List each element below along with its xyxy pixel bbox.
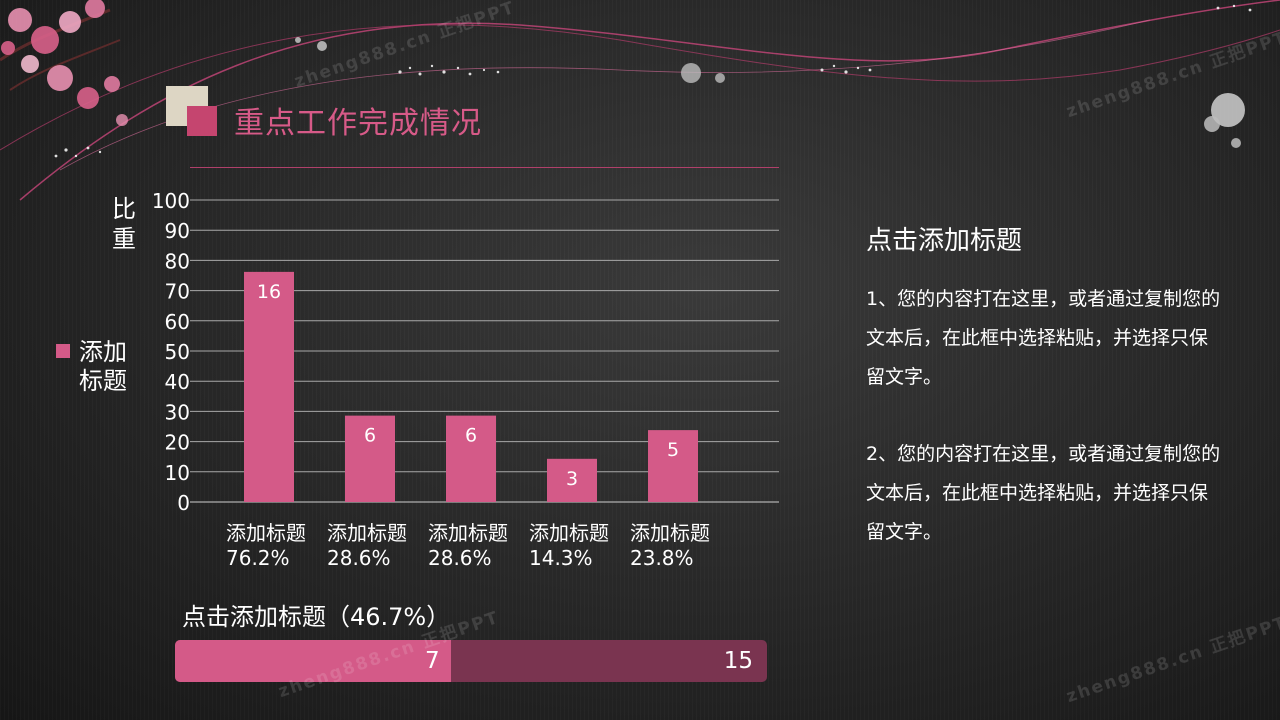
data-label: 5 [667, 439, 679, 461]
text-panel: 点击添加标题 1、您的内容打在这里，或者通过复制您的文本后，在此框中选择粘贴，并… [866, 222, 1226, 590]
bubble [1211, 93, 1245, 127]
y-tick-label: 80 [165, 249, 190, 273]
y-tick-label: 90 [165, 219, 190, 243]
y-tick-label: 70 [165, 280, 190, 304]
panel-paragraph-1: 1、您的内容打在这里，或者通过复制您的文本后，在此框中选择粘贴，并选择只保留文字… [866, 288, 1221, 388]
y-tick-label: 40 [165, 370, 190, 394]
bubble [295, 37, 301, 43]
swirl-line [59, 19, 1151, 171]
y-tick-label: 0 [177, 491, 190, 515]
x-tick-label: 添加标题 [226, 521, 306, 545]
progress-track: 7 15 [175, 640, 767, 682]
progress-total: 15 [723, 648, 753, 674]
progress-value: 7 [425, 648, 440, 674]
y-tick-label: 20 [165, 431, 190, 455]
y-tick-label: 50 [165, 340, 190, 364]
y-tick-label: 100 [152, 189, 190, 213]
x-tick-label-percent: 23.8% [630, 546, 694, 570]
bar [244, 271, 294, 502]
y-tick-label: 10 [165, 461, 190, 485]
bar [345, 415, 395, 502]
swirl-line [19, 0, 1280, 201]
panel-title: 点击添加标题 [866, 226, 1023, 256]
bar [648, 430, 698, 502]
bar [547, 458, 597, 502]
bubble [317, 41, 327, 51]
y-axis-label: 比重 [112, 195, 136, 253]
x-tick-label: 添加标题 [428, 521, 508, 545]
bubble [715, 73, 725, 83]
bubble [1231, 138, 1241, 148]
x-tick-label: 添加标题 [630, 521, 710, 545]
legend-label: 添加标题 [79, 338, 127, 395]
y-tick-label: 60 [165, 310, 190, 334]
page-title: 重点工作完成情况 [234, 106, 482, 141]
x-tick-label-percent: 28.6% [428, 546, 492, 570]
data-label: 3 [566, 468, 578, 490]
x-tick-label-percent: 28.6% [327, 546, 391, 570]
panel-paragraph-2: 2、您的内容打在这里，或者通过复制您的文本后，在此框中选择粘贴，并选择只保留文字… [866, 443, 1221, 543]
data-label: 6 [465, 425, 477, 447]
bubble [1204, 116, 1220, 132]
legend-swatch [56, 344, 70, 358]
progress-label: 点击添加标题（46.7%） [182, 603, 451, 631]
sparkle-dots [54, 4, 1252, 158]
data-label: 6 [364, 425, 376, 447]
bar [446, 415, 496, 502]
y-tick-label: 30 [165, 400, 190, 424]
x-tick-label-percent: 76.2% [226, 546, 290, 570]
title-square-pink [187, 106, 217, 136]
x-tick-label: 添加标题 [529, 521, 609, 545]
x-tick-label-percent: 14.3% [529, 546, 593, 570]
data-label: 16 [257, 281, 281, 303]
progress-fill [175, 640, 451, 682]
title-divider [190, 167, 779, 168]
swirl-line [0, 24, 1280, 151]
x-tick-label: 添加标题 [327, 521, 407, 545]
bubble [681, 63, 701, 83]
blossom-branch-icon [0, 0, 128, 126]
